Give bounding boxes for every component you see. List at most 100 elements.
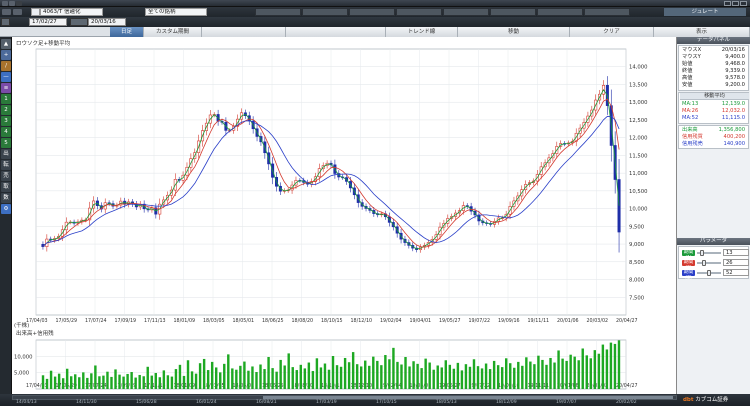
slider-knob[interactable] [707, 270, 712, 276]
volume-bar [146, 366, 149, 389]
tool-rotate-button[interactable]: 転 [1, 160, 11, 170]
volume-bar [239, 365, 242, 389]
toolbar-button[interactable] [255, 8, 301, 16]
volume-bar [130, 372, 133, 389]
param-slider[interactable] [697, 270, 721, 276]
price-tick-label: 13,000 [629, 100, 648, 106]
toolbar-button[interactable] [349, 8, 395, 16]
tool-2-button[interactable]: 2 [1, 105, 11, 115]
tab-move[interactable]: 移動 [458, 27, 570, 37]
slider-knob[interactable] [702, 260, 707, 266]
volume-bar [569, 354, 572, 389]
horizontal-line-icon[interactable]: — [1, 72, 11, 82]
chart-svg[interactable]: 7,500 8,000 8,500 9,000 9,500 10,000 10,500 11,… [12, 37, 677, 394]
app-menu-icon[interactable] [2, 1, 8, 6]
param-label: 期間(2) [682, 260, 695, 271]
toolbar-button[interactable] [584, 8, 630, 16]
toolbar-button[interactable] [302, 8, 348, 16]
volume-bar [589, 358, 592, 389]
line-tool-icon[interactable]: / [1, 61, 11, 71]
label: 安値 [682, 82, 693, 88]
param-slider[interactable] [697, 260, 721, 266]
symbol-input[interactable]: 4063/T 信越化 [40, 8, 103, 16]
param-value-input[interactable]: 52 [723, 269, 749, 276]
simulate-button[interactable]: ジュレート [664, 8, 746, 16]
timeline-scrollbar[interactable] [12, 395, 677, 400]
tool-5-button[interactable]: 5 [1, 138, 11, 148]
tool-number-button[interactable]: 数 [1, 193, 11, 203]
volume-bar [118, 374, 121, 389]
volume-bar [57, 373, 61, 389]
tab-custom-period[interactable]: カスタム期間 [144, 27, 202, 37]
volume-bar [396, 361, 399, 389]
volume-x-tick-label: 20/04/27 [616, 383, 638, 389]
minimize-icon[interactable] [724, 1, 731, 6]
param-value-input[interactable]: 26 [723, 259, 749, 266]
volume-bar [110, 376, 113, 389]
tab-display[interactable]: 表示 [654, 27, 750, 37]
tool-take-button[interactable]: 取 [1, 182, 11, 192]
chart-area[interactable]: 7,500 8,000 8,500 9,000 9,500 10,000 10,500 11,… [12, 37, 677, 394]
volume-bar [210, 361, 214, 389]
tool-volume-button[interactable]: 出 [1, 149, 11, 159]
tab-blank-2[interactable] [286, 27, 386, 37]
volume-bar [49, 370, 53, 389]
toolbar-button[interactable] [396, 8, 442, 16]
volume-bar [206, 370, 210, 389]
scrollbar-thumb[interactable] [263, 396, 673, 399]
label: MA:26 [682, 108, 699, 114]
volume-unit-label: (千株) [14, 321, 29, 329]
price-chart-title: ロウソク足+移動平均 [16, 39, 71, 47]
volume-bar [279, 359, 282, 389]
maximize-icon[interactable] [732, 1, 739, 6]
tab-blank-1[interactable] [202, 27, 286, 37]
param-slider[interactable] [697, 250, 721, 256]
volume-bar [86, 377, 89, 389]
volume-x-tick-label: 20/03/02 [587, 383, 609, 389]
volume-bar [271, 368, 274, 389]
layout-icon[interactable] [13, 9, 22, 15]
pin-icon[interactable] [16, 1, 22, 6]
volume-bar [255, 372, 258, 389]
tab-daily[interactable]: 日足 [110, 27, 144, 37]
timeline-date: 14/04/13 [16, 400, 37, 405]
tool-1-button[interactable]: 1 [1, 94, 11, 104]
param-value-input[interactable]: 13 [723, 249, 749, 256]
start-date-input[interactable]: 17/02/27 [29, 18, 67, 26]
settings-icon[interactable]: ⚙ [1, 204, 11, 214]
volume-bar [613, 343, 617, 389]
window-icon[interactable] [9, 1, 15, 6]
volume-bar [351, 352, 355, 389]
volume-bar [440, 367, 443, 389]
end-date-input[interactable]: 20/03/16 [88, 18, 126, 26]
calendar-icon[interactable] [1, 18, 10, 26]
toolbar-button-group [255, 8, 630, 16]
tool-sell-button[interactable]: 売 [1, 171, 11, 181]
volume-bar [158, 377, 162, 389]
market-select[interactable]: 全ての銘柄 [145, 8, 207, 16]
volume-bar [436, 365, 439, 389]
label: MA:52 [682, 115, 699, 121]
ma-line-MA13 [42, 89, 620, 250]
cursor-icon[interactable]: ▲ [1, 39, 11, 49]
volume-bar [174, 369, 178, 389]
tool-4-button[interactable]: 4 [1, 127, 11, 137]
toolbar-button[interactable] [490, 8, 536, 16]
chart-menu-icon[interactable] [2, 9, 11, 15]
crosshair-icon[interactable]: + [1, 50, 11, 60]
price-x-tick-label: 17/07/24 [85, 318, 107, 324]
toolbar-button[interactable] [443, 8, 489, 16]
ma-row-13: MA:13 12,139.0 [682, 101, 745, 108]
volume-bar [339, 366, 343, 389]
tab-clear[interactable]: クリア [570, 27, 654, 37]
volume-bar [428, 362, 431, 389]
tab-trendline[interactable]: トレンド線 [386, 27, 458, 37]
range-arrow-button[interactable] [70, 18, 88, 26]
volume-bar [307, 362, 311, 389]
fib-icon[interactable]: ≡ [1, 83, 11, 93]
tool-3-button[interactable]: 3 [1, 116, 11, 126]
close-icon[interactable] [740, 1, 747, 6]
toolbar-button[interactable] [537, 8, 583, 16]
symbol-code-box[interactable] [31, 8, 40, 16]
slider-knob[interactable] [699, 250, 704, 256]
